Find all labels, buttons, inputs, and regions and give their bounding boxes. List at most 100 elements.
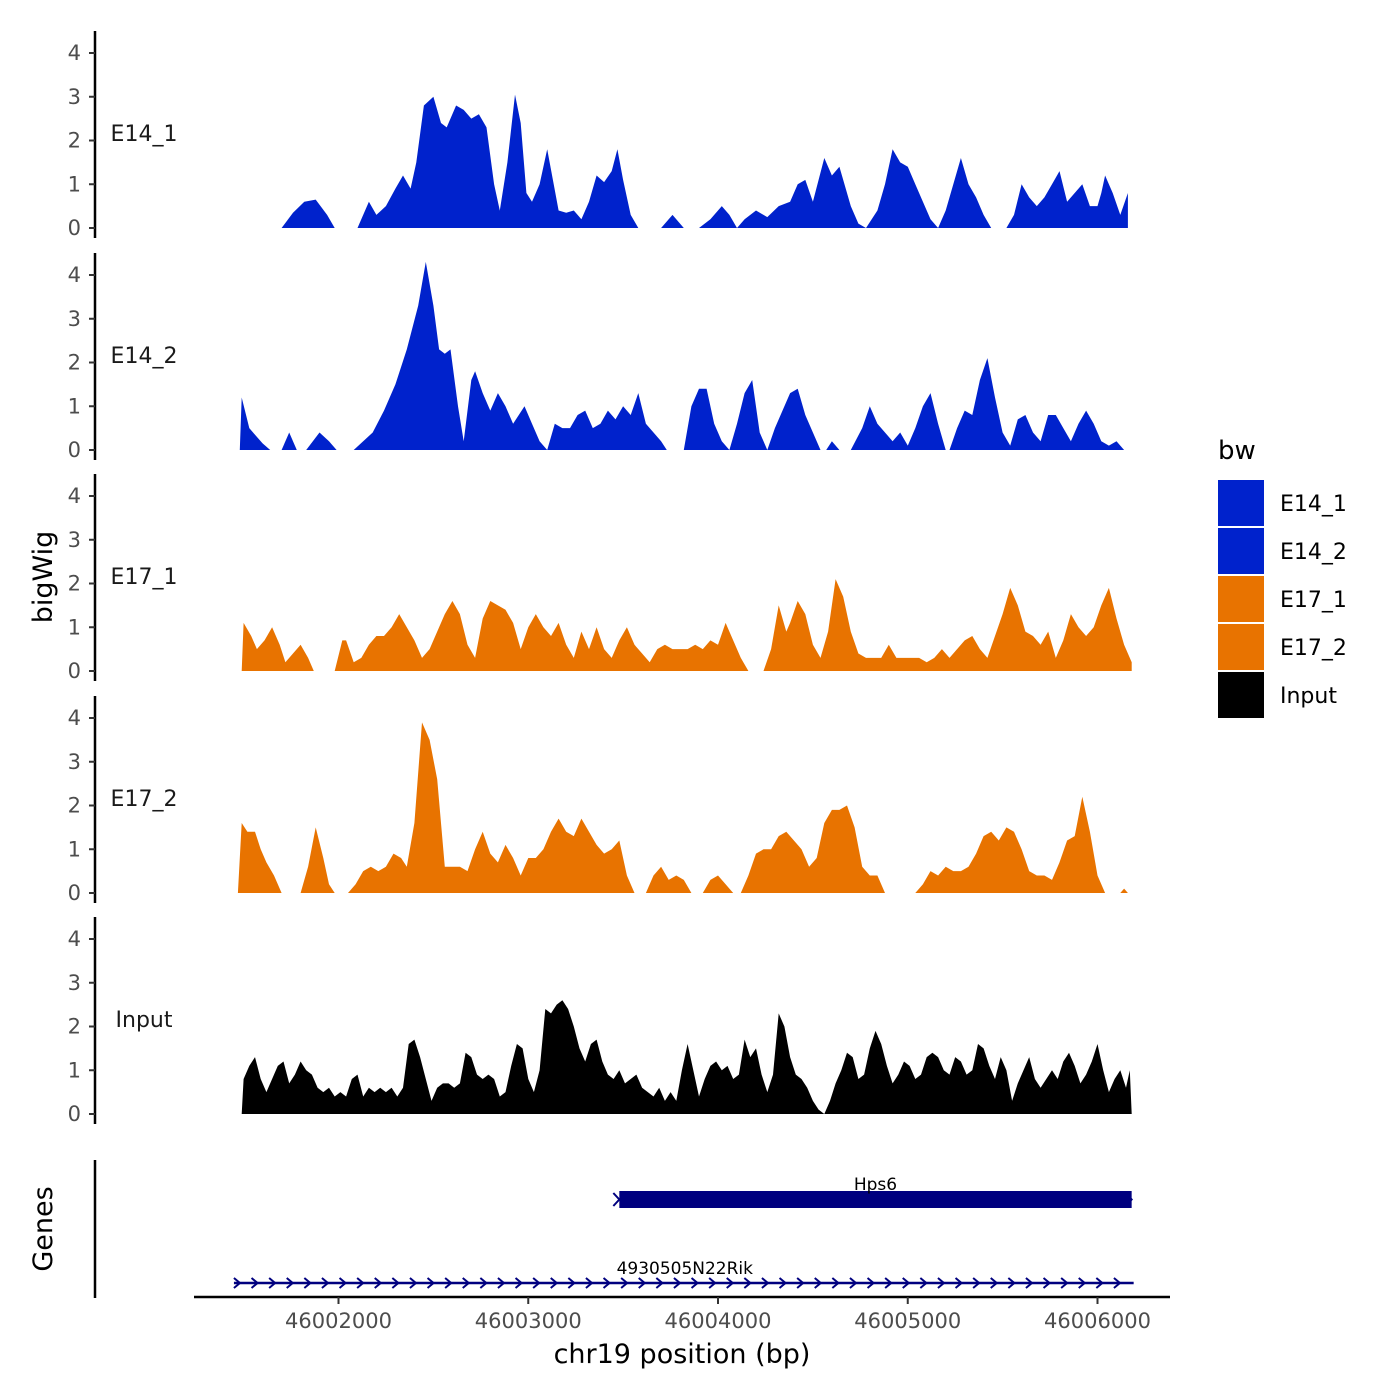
legend-swatch	[1218, 672, 1264, 718]
track-label: Input	[116, 1008, 173, 1033]
strand-arrow	[972, 1277, 981, 1289]
legend-label: E14_1	[1280, 492, 1347, 517]
y-tick-label: 0	[68, 659, 81, 683]
y-axis-title: bigWig	[28, 531, 59, 624]
gene-body-hps6	[619, 1191, 1132, 1208]
signal-area-e17-2-segment	[702, 875, 734, 893]
strand-arrow	[550, 1277, 559, 1289]
legend-label: E14_2	[1280, 540, 1347, 565]
y-tick-label: 1	[68, 394, 81, 418]
track-input: 0 1 2 3 4 Input	[68, 917, 1132, 1126]
signal-area-input-segment	[241, 1000, 1132, 1114]
x-axis: 46002000 46003000 46004000 46005000 46006000…	[194, 1295, 1170, 1370]
strand-arrow	[708, 1277, 717, 1289]
strand-arrow	[426, 1277, 436, 1289]
legend-swatch	[1218, 624, 1264, 670]
x-axis-title: chr19 position (bp)	[554, 1339, 811, 1370]
x-tick-label: 46003000	[475, 1309, 582, 1333]
strand-arrow	[1042, 1277, 1052, 1289]
strand-arrow	[391, 1277, 400, 1289]
signal-area-e14-1-segment	[661, 214, 684, 228]
strand-arrow	[409, 1277, 418, 1289]
strand-arrow	[778, 1277, 788, 1289]
y-tick-label: 4	[68, 484, 81, 508]
y-tick-label: 3	[68, 85, 81, 109]
signal-area-e14-1-segment	[357, 94, 639, 228]
strand-arrow	[268, 1277, 277, 1289]
strand-arrow	[532, 1277, 541, 1289]
genes-track-label: Genes	[28, 1186, 59, 1271]
y-tick-label: 2	[68, 351, 81, 375]
signal-area-e14-2-segment	[353, 261, 667, 450]
strand-arrow	[884, 1277, 893, 1289]
gene-label-4930505n22rik: 4930505N22Rik	[617, 1259, 754, 1279]
y-tick-label: 0	[68, 1102, 81, 1126]
signal-area-e17-2-segment	[300, 827, 335, 893]
strand-arrow	[761, 1277, 770, 1289]
strand-arrow	[444, 1277, 453, 1289]
y-tick-label: 1	[68, 172, 81, 196]
strand-arrow	[303, 1277, 312, 1289]
strand-arrow	[233, 1277, 242, 1289]
signal-area-e17-1-segment	[334, 601, 749, 671]
x-tick-label: 46002000	[285, 1309, 392, 1333]
legend-title: bw	[1218, 436, 1256, 466]
legend-swatch	[1218, 480, 1264, 526]
strand-arrow	[1060, 1277, 1069, 1289]
y-tick-label: 3	[68, 971, 81, 995]
signal-area-e17-2-segment	[740, 805, 885, 893]
strand-arrow	[620, 1277, 629, 1289]
x-tick-label: 46004000	[665, 1309, 772, 1333]
y-tick-label: 4	[68, 263, 81, 287]
y-tick-label: 4	[68, 41, 81, 65]
strand-arrow	[796, 1277, 805, 1289]
track-e14-2: 0 1 2 3 4 E14_2	[68, 253, 1125, 462]
signal-area-e14-2-segment	[239, 397, 271, 450]
track-label: E14_2	[111, 344, 178, 369]
strand-arrow	[1025, 1277, 1034, 1289]
x-tick-label: 46005000	[854, 1309, 961, 1333]
strand-arrow	[726, 1277, 735, 1289]
strand-arrow	[321, 1277, 330, 1289]
y-tick-label: 3	[68, 307, 81, 331]
strand-arrow	[462, 1277, 471, 1289]
track-label: E17_1	[111, 565, 178, 590]
strand-arrow	[338, 1277, 348, 1289]
track-e17-1: 0 1 2 3 4 E17_1	[68, 474, 1132, 683]
strand-arrow	[612, 1192, 621, 1207]
strand-arrow	[743, 1277, 752, 1289]
legend-label: Input	[1280, 684, 1337, 709]
legend-label: E17_1	[1280, 588, 1347, 613]
signal-area-e14-2-segment	[306, 432, 337, 450]
gene-label-hps6: Hps6	[854, 1175, 897, 1195]
strand-arrow	[356, 1277, 365, 1289]
legend-label: E17_2	[1280, 636, 1347, 661]
strand-arrow	[602, 1277, 612, 1289]
signal-area-e14-1-segment	[281, 199, 335, 228]
track-e17-2: 0 1 2 3 4 E17_2	[68, 696, 1128, 905]
strand-arrow	[866, 1277, 876, 1289]
strand-arrow	[1124, 1192, 1134, 1207]
strand-arrow	[1095, 1277, 1104, 1289]
genes-track: Genes Hps6 4930505N22Rik	[28, 1160, 1134, 1298]
signal-area-e14-2-segment	[683, 380, 840, 450]
signal-area-e14-1-segment	[1006, 171, 1128, 228]
track-label: E14_1	[111, 122, 178, 147]
y-tick-label: 0	[68, 216, 81, 240]
strand-arrow	[849, 1277, 858, 1289]
signal-area-e17-2-segment	[237, 823, 282, 893]
strand-arrow	[567, 1277, 576, 1289]
strand-arrow	[286, 1277, 295, 1289]
legend: bw E14_1 E14_2 E17_1 E17_2 Input	[1218, 436, 1347, 718]
x-tick-label: 46006000	[1044, 1309, 1151, 1333]
strand-arrow	[1113, 1277, 1122, 1289]
strand-arrow	[514, 1277, 524, 1289]
strand-arrow	[1078, 1277, 1087, 1289]
y-tick-label: 1	[68, 615, 81, 639]
y-tick-label: 0	[68, 881, 81, 905]
track-e14-1: 0 1 2 3 4 E14_1	[68, 31, 1128, 240]
signal-area-e17-2-segment	[907, 796, 1106, 893]
y-tick-label: 2	[68, 794, 81, 818]
signal-area-e14-2-segment	[281, 432, 297, 450]
